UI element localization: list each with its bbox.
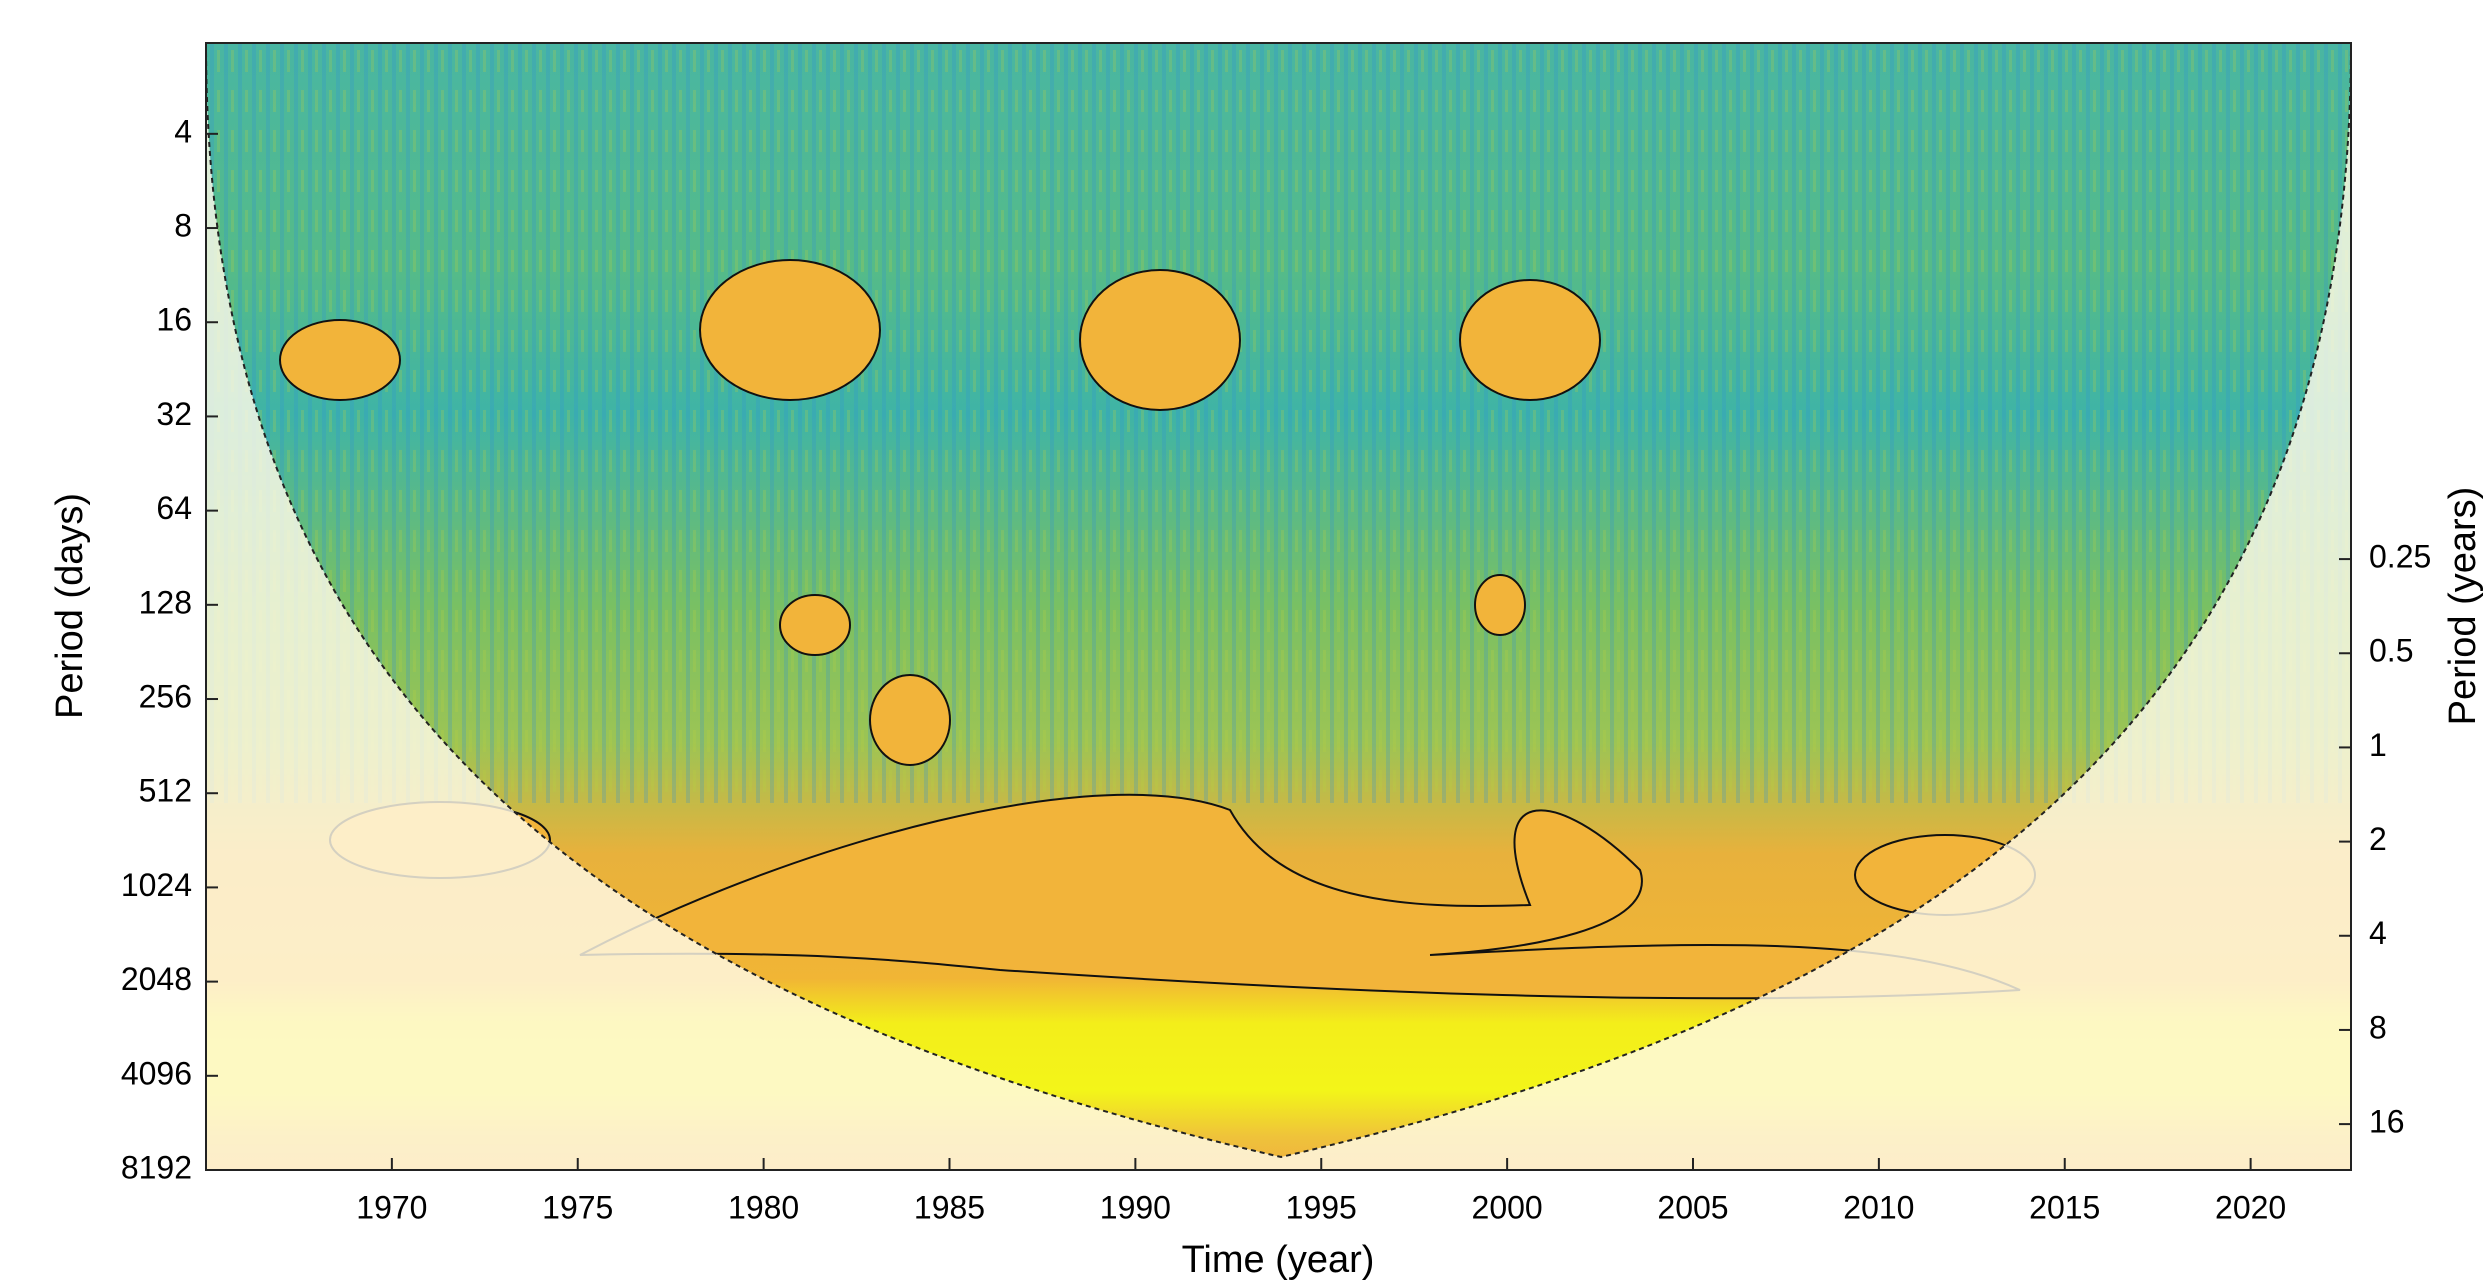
y-tick-label: 1024 — [121, 867, 192, 903]
plot-frame — [205, 42, 2352, 1171]
y-tick-label: 4 — [174, 113, 192, 149]
cone-of-influence — [205, 42, 2352, 1159]
y2-axis-label: Period (years) — [2442, 487, 2484, 726]
x-tick-label: 1980 — [728, 1189, 799, 1225]
y-tick-label: 512 — [139, 773, 192, 809]
x-tick-label: 2000 — [1472, 1189, 1543, 1225]
cone-of-influence-mask — [206, 43, 2351, 1170]
x-tick-label: 1970 — [356, 1189, 427, 1225]
y-tick-label: 16 — [156, 302, 192, 338]
y-tick-label: 128 — [139, 584, 192, 620]
x-tick-label: 1985 — [914, 1189, 985, 1225]
y2-tick-label: 16 — [2369, 1104, 2405, 1140]
x-tick-label: 2005 — [1657, 1189, 1728, 1225]
y2-tick-label: 8 — [2369, 1009, 2387, 1045]
x-tick-label: 2020 — [2215, 1189, 2286, 1225]
y-tick-label: 2048 — [121, 961, 192, 997]
y2-tick-label: 0.25 — [2369, 539, 2431, 575]
y2-tick-label: 2 — [2369, 821, 2387, 857]
y-tick-label: 4096 — [121, 1055, 192, 1091]
x-axis-label: Time (year) — [1182, 1239, 1375, 1281]
y-tick-label: 32 — [156, 396, 192, 432]
x-tick-label: 2010 — [1843, 1189, 1914, 1225]
y2-tick-label: 1 — [2369, 727, 2387, 763]
y-tick-label: 8 — [174, 207, 192, 243]
y2-tick-label: 0.5 — [2369, 633, 2413, 669]
x-tick-label: 1990 — [1100, 1189, 1171, 1225]
y-axis-label: Period (days) — [49, 493, 91, 719]
y-tick-label: 64 — [156, 490, 192, 526]
y2-tick-label: 4 — [2369, 915, 2387, 951]
y-tick-label: 8192 — [121, 1149, 192, 1185]
x-tick-label: 1995 — [1286, 1189, 1357, 1225]
x-tick-label: 1975 — [542, 1189, 613, 1225]
x-tick-label: 2015 — [2029, 1189, 2100, 1225]
y-tick-label: 256 — [139, 678, 192, 714]
